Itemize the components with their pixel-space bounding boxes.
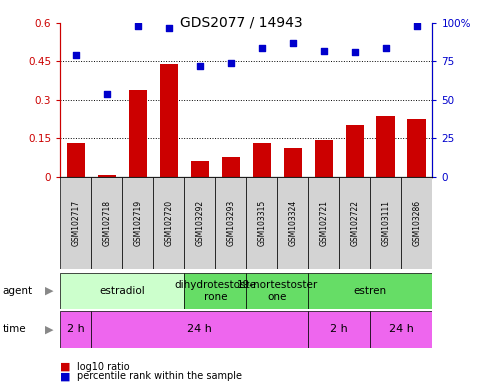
Text: GSM102719: GSM102719 (133, 200, 142, 246)
Text: estradiol: estradiol (99, 286, 145, 296)
Text: GSM103324: GSM103324 (288, 200, 298, 246)
Point (258, 45, 266, 51)
Point (165, 25, 173, 31)
Bar (284, 149, 302, 177)
Bar (67, 143, 85, 177)
Text: ▶: ▶ (44, 286, 53, 296)
Point (382, 45, 390, 51)
Text: log10 ratio: log10 ratio (77, 362, 130, 372)
Bar (91, 311, 308, 348)
Text: 2 h: 2 h (67, 324, 85, 334)
Text: GSM103292: GSM103292 (195, 200, 204, 246)
Bar (128, 89, 147, 177)
Text: time: time (2, 324, 26, 334)
Bar (408, 119, 426, 177)
Point (320, 48, 327, 54)
Bar (215, 177, 246, 269)
Bar (185, 177, 215, 269)
Text: percentile rank within the sample: percentile rank within the sample (77, 371, 242, 381)
Text: ■: ■ (60, 362, 71, 372)
Bar (60, 177, 91, 269)
Point (103, 91, 111, 97)
Text: GSM102718: GSM102718 (102, 200, 112, 246)
Point (72, 52, 80, 58)
Bar (154, 177, 185, 269)
Text: dihydrotestoste
rone: dihydrotestoste rone (174, 280, 256, 302)
Text: agent: agent (2, 286, 32, 296)
Point (351, 49, 359, 55)
Bar (308, 311, 370, 348)
Bar (277, 177, 308, 269)
Text: GSM102717: GSM102717 (71, 200, 80, 246)
Bar (345, 126, 364, 177)
Text: estren: estren (354, 286, 387, 296)
Text: GSM102721: GSM102721 (319, 200, 328, 246)
Bar (60, 273, 185, 309)
Bar (377, 116, 395, 177)
Text: GSM103293: GSM103293 (227, 200, 235, 246)
Bar (98, 175, 116, 177)
Bar (253, 143, 271, 177)
Bar (370, 311, 432, 348)
Bar (122, 177, 154, 269)
Bar (308, 177, 339, 269)
Bar (222, 157, 240, 177)
Bar (370, 177, 401, 269)
Bar (191, 161, 209, 177)
Text: 2 h: 2 h (330, 324, 348, 334)
Text: GSM102722: GSM102722 (350, 200, 359, 246)
Bar (314, 139, 333, 177)
Bar (60, 311, 91, 348)
Text: GSM103286: GSM103286 (412, 200, 421, 246)
Bar (246, 177, 277, 269)
Bar (246, 273, 308, 309)
Text: GSM103111: GSM103111 (381, 200, 390, 246)
Text: GDS2077 / 14943: GDS2077 / 14943 (180, 15, 303, 29)
Bar (159, 64, 178, 177)
Text: GSM103315: GSM103315 (257, 200, 266, 246)
Text: 24 h: 24 h (389, 324, 414, 334)
Point (413, 23, 421, 29)
Point (196, 63, 204, 69)
Bar (91, 177, 122, 269)
Point (134, 23, 142, 29)
Text: ▶: ▶ (44, 324, 53, 334)
Bar (339, 177, 370, 269)
Text: 19-nortestoster
one: 19-nortestoster one (237, 280, 318, 302)
Bar (401, 177, 432, 269)
Text: GSM102720: GSM102720 (164, 200, 173, 246)
Text: 24 h: 24 h (187, 324, 213, 334)
Text: ■: ■ (60, 371, 71, 381)
Point (227, 60, 235, 66)
Point (289, 40, 297, 46)
Bar (308, 273, 432, 309)
Bar (185, 273, 246, 309)
